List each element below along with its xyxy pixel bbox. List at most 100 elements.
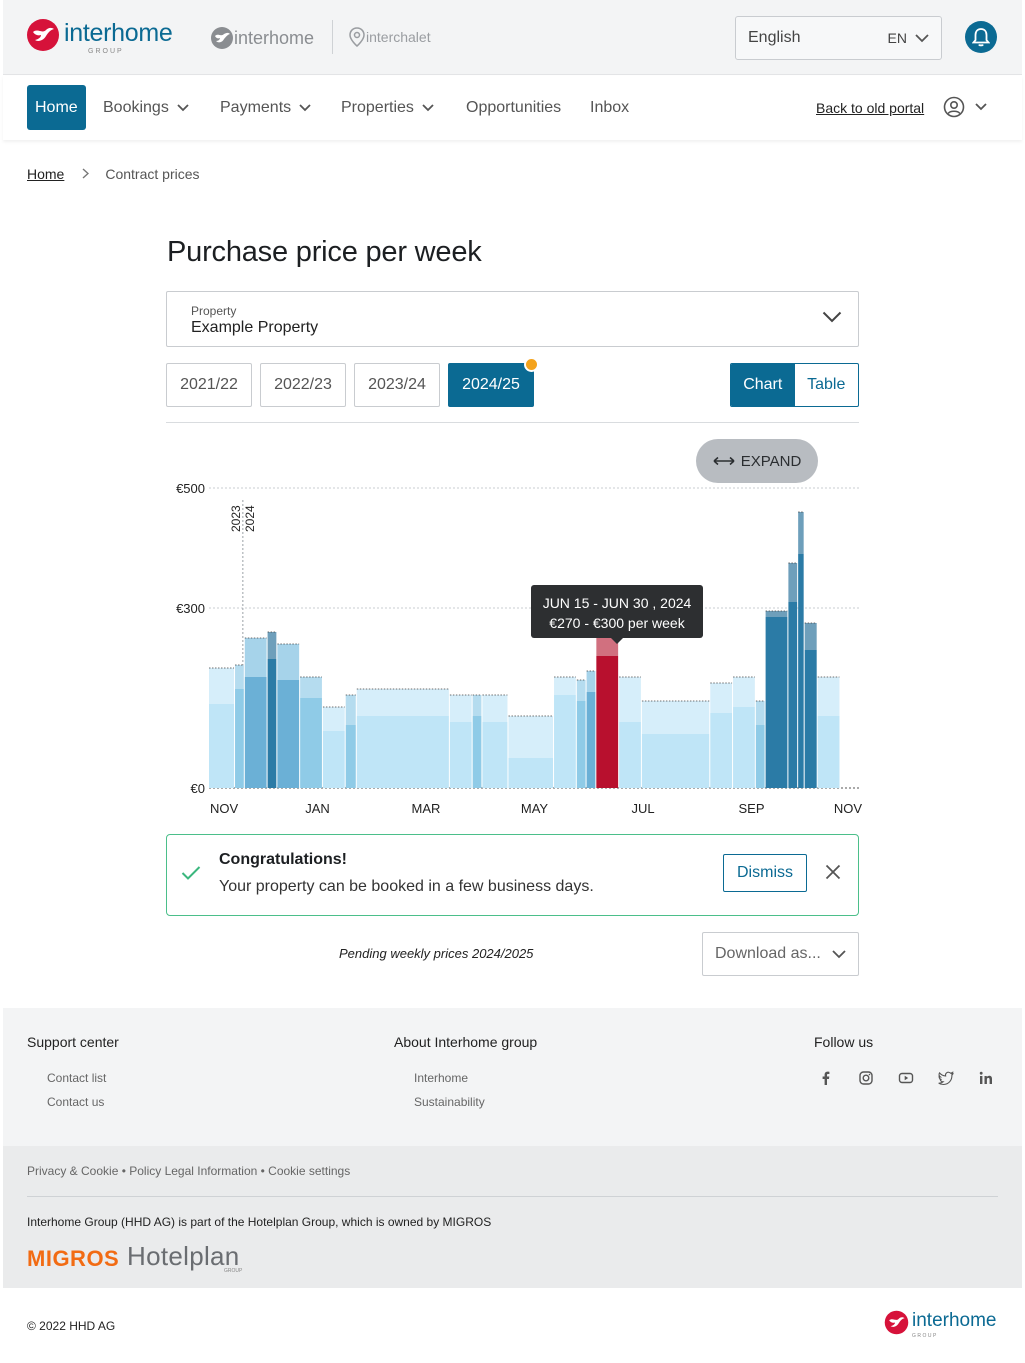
page-frame: interhome GROUP interhome interchalet En… (3, 0, 1022, 1363)
price-bar-range (345, 695, 356, 725)
price-bar-low (817, 716, 840, 788)
language-select[interactable]: English EN (735, 16, 942, 60)
price-bar-low (619, 722, 641, 788)
price-chart: €500 €300 €0 NOV JAN MAR MAY JUL SEP NOV 2023 2024 (176, 481, 863, 816)
chart-view-button[interactable]: Chart (731, 364, 795, 406)
season-tab-2023-24[interactable]: 2023/24 (354, 363, 440, 407)
season-tab-2021-22[interactable]: 2021/22 (166, 363, 252, 407)
arrows-horizontal-icon (713, 456, 735, 466)
youtube-icon[interactable] (898, 1070, 914, 1086)
linkedin-icon[interactable] (978, 1070, 994, 1086)
hotelplan-sub: GROUP (224, 1268, 243, 1274)
close-icon[interactable] (825, 864, 841, 880)
facebook-icon[interactable] (818, 1070, 834, 1086)
price-bar-low (765, 617, 788, 788)
price-bar-low (449, 722, 472, 788)
nav-opportunities-label: Opportunities (466, 98, 562, 116)
price-bar-range (798, 512, 804, 554)
season-tab-2024-25[interactable]: 2024/25 (448, 363, 534, 407)
success-notice: Congratulations! Your property can be bo… (166, 834, 859, 916)
footer: Support center Contact list Contact us A… (3, 1008, 1022, 1146)
instagram-icon[interactable] (858, 1070, 874, 1086)
chevron-down-icon (915, 33, 929, 42)
page-title: Purchase price per week (167, 236, 482, 268)
price-bar-low (322, 731, 345, 788)
price-bar-range (554, 677, 576, 695)
price-bar-low (804, 650, 817, 788)
property-value: Example Property (191, 319, 319, 336)
brand-primary-text: interhome (64, 19, 173, 47)
x-tick-label: MAR (412, 801, 441, 816)
footer-brand-text: interhome (912, 1310, 997, 1331)
nav-properties[interactable]: Properties (341, 85, 434, 130)
property-select[interactable]: Property Example Property (166, 291, 859, 347)
price-bar-low (482, 722, 508, 788)
divider (166, 422, 859, 423)
pending-indicator-dot (524, 357, 539, 372)
top-bar: interhome GROUP interhome interchalet En… (3, 0, 1022, 75)
table-view-button[interactable]: Table (807, 376, 846, 393)
x-tick-label: NOV (834, 801, 863, 816)
nav-bookings[interactable]: Bookings (103, 85, 189, 130)
price-bar-low (209, 704, 235, 788)
price-bar-low (277, 680, 300, 788)
price-bar-range (765, 611, 788, 617)
legal-divider (27, 1196, 998, 1197)
price-bar-range (209, 668, 235, 704)
price-bar-range (277, 644, 300, 680)
twitter-icon[interactable] (938, 1070, 954, 1086)
interhome-link[interactable]: Interhome (414, 1071, 469, 1085)
user-menu-button[interactable] (943, 96, 987, 118)
nav-bookings-label: Bookings (103, 98, 169, 116)
back-to-old-portal-link[interactable]: Back to old portal (816, 100, 925, 116)
price-bar-low (356, 716, 449, 788)
price-bar-range (641, 701, 710, 734)
footer-interhome-logo[interactable]: interhome GROUP (884, 1310, 997, 1339)
dismiss-button[interactable]: Dismiss (723, 854, 807, 892)
price-bar-low (798, 554, 804, 788)
download-select[interactable]: Download as... (702, 932, 859, 976)
interhome-bird-icon (884, 1310, 909, 1335)
price-bar-range (244, 638, 267, 677)
contact-us-link[interactable]: Contact us (47, 1095, 105, 1109)
price-bar-range (235, 665, 244, 689)
price-bar-low (755, 725, 765, 788)
nav-home[interactable]: Home (27, 85, 86, 130)
language-code: EN (887, 30, 907, 46)
download-label: Download as... (715, 945, 821, 962)
interhome-group-logo[interactable]: interhome GROUP (26, 18, 173, 58)
language-label: English (748, 29, 801, 46)
tooltip-line-1: JUN 15 - JUN 30 , 2024 (542, 595, 692, 611)
expand-label: EXPAND (740, 452, 802, 470)
notifications-button[interactable] (965, 21, 997, 53)
price-bar-low (576, 701, 586, 788)
expand-button[interactable]: EXPAND (696, 439, 818, 483)
contact-list-link[interactable]: Contact list (47, 1071, 107, 1085)
chevron-down-icon (422, 103, 434, 111)
interchalet-logo[interactable]: interchalet (348, 27, 431, 47)
chevron-down-icon (822, 311, 842, 323)
nav-payments[interactable]: Payments (220, 85, 311, 130)
chevron-right-icon (82, 166, 90, 182)
x-tick-label: JAN (305, 801, 330, 816)
season-tab-2022-23[interactable]: 2022/23 (260, 363, 346, 407)
nav-inbox[interactable]: Inbox (590, 85, 629, 130)
price-bar-range (322, 707, 345, 731)
price-bar-low (267, 659, 277, 788)
chart-tooltip: JUN 15 - JUN 30 , 2024 €270 - €300 per w… (531, 585, 703, 644)
price-bar-range (804, 623, 817, 650)
interchalet-pin-icon (349, 27, 365, 47)
price-bar-low (300, 698, 322, 788)
price-bar-range (710, 683, 733, 713)
interhome-logo[interactable]: interhome (210, 26, 314, 50)
nav-opportunities[interactable]: Opportunities (466, 85, 561, 130)
breadcrumb-home[interactable]: Home (27, 166, 65, 182)
chevron-down-icon (177, 103, 189, 111)
price-bar-low (710, 713, 733, 788)
price-bar-range (482, 695, 508, 722)
price-bar-low (586, 692, 596, 788)
about-title: About Interhome group (394, 1034, 538, 1050)
legal-links[interactable]: Privacy & Cookie • Policy Legal Informat… (27, 1164, 351, 1178)
nav-payments-label: Payments (220, 98, 292, 116)
sustainability-link[interactable]: Sustainability (414, 1095, 485, 1109)
